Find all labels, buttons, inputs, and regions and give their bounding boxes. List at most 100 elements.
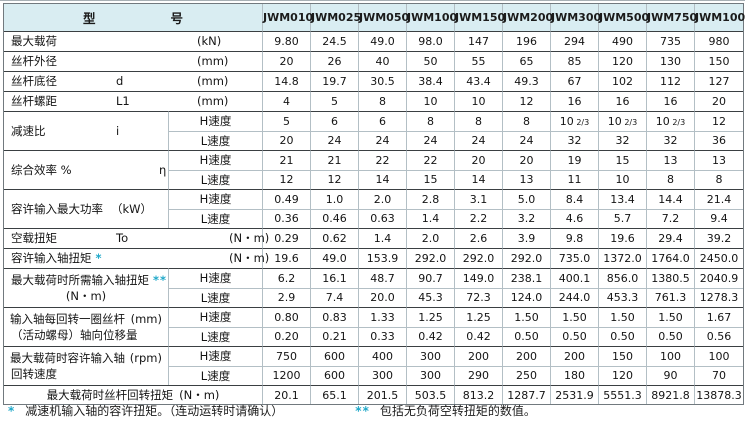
value-cell: 2040.9 [695, 268, 743, 288]
column-header: JWM100 [407, 4, 457, 31]
row-label-cell: 最大载荷时容许输入轴 (rpm) 回转速度 [4, 346, 169, 385]
table-row: 容许输入最大功率 （kW） H速度 0.49 1.0 2.0 2.8 3.1 5.0 8.4 1… [4, 189, 743, 228]
value-cell: 1278.3 [695, 287, 743, 308]
value-cell: 32 [647, 130, 695, 150]
value-cell: 36 [695, 130, 743, 151]
value-cell: 503.5 [407, 385, 455, 404]
table-row: L速度 0.36 0.46 0.63 1.4 2.2 3.2 4.6 5.7 7.2 9.4 [4, 208, 743, 229]
footnote-star-ref: * [95, 251, 103, 265]
value-cell: 5 [311, 91, 359, 111]
model-label-left: 型 [82, 11, 96, 26]
value-cell: 2.2 [455, 208, 503, 228]
value-cell: 856.0 [599, 268, 647, 288]
value-cell: 0.62 [311, 228, 359, 248]
value-cell: 8.4 [551, 189, 599, 209]
value-cell: 1.4 [359, 228, 407, 248]
value-cell: 13.4 [599, 189, 647, 209]
unit-label: (mm) [197, 74, 229, 88]
value-cell: 250 [503, 365, 551, 385]
value-cell: 16 [599, 91, 647, 111]
speed-label: H速度 [169, 346, 263, 366]
unit-label: (rpm) [129, 350, 162, 365]
value-cell: 49.3 [503, 71, 551, 91]
value-cell: 90.7 [407, 268, 455, 288]
value-cell: 7.4 [311, 287, 359, 307]
value-cell: 1.50 [551, 307, 599, 327]
symbol-label: d [116, 74, 124, 88]
row-label-line2: 回转速度 [11, 366, 57, 381]
value-cell: 14 [359, 169, 407, 189]
value-cell: 0.42 [407, 326, 455, 346]
column-header: JWM200 [503, 4, 553, 31]
footnote: * 减速机输入轴的容许扭矩。（连动运转时请确认） [8, 402, 283, 419]
column-header: JWM300 [551, 4, 601, 31]
row-label: 丝杆螺距 [11, 94, 57, 108]
value-cell: 24 [311, 130, 359, 150]
value-cell: 5.7 [599, 208, 647, 228]
value-cell: 127 [695, 71, 743, 91]
value-cell: 55 [455, 51, 503, 71]
value-cell: 8 [695, 169, 743, 190]
value-cell: 22 [407, 150, 455, 170]
value-cell: 72.3 [455, 287, 503, 307]
value-cell: 292.0 [503, 248, 551, 268]
value-cell: 50 [407, 51, 455, 71]
value-cell: 102 [599, 71, 647, 91]
value-cell: 3.9 [503, 228, 551, 248]
value-cell: 0.50 [551, 326, 599, 346]
value-cell: 120 [599, 365, 647, 385]
value-cell: 21 [311, 150, 359, 170]
row-label: 最大载荷时丝杆回转扭矩 [46, 388, 174, 402]
value-cell: 19 [551, 150, 599, 170]
table-row: L速度 1200 600 300 300 290 250 180 120 90 70 [4, 365, 743, 385]
value-cell: 1.50 [599, 307, 647, 327]
value-cell: 65 [503, 51, 551, 71]
speed-label: L速度 [169, 169, 263, 189]
row-label: 减速比 [11, 124, 46, 138]
value-cell: 32 [551, 130, 599, 150]
row-label: 最大载荷 [11, 34, 57, 48]
table-row: 最大载荷时容许输入轴 (rpm) 回转速度 H速度 750 600 400 300 200… [4, 346, 743, 385]
value-cell: 5.0 [503, 189, 551, 209]
row-label: 最大载荷时容许输入轴 (rpm) [10, 350, 162, 365]
value-cell: 201.5 [359, 385, 407, 404]
value-cell: 761.3 [647, 287, 695, 307]
value-cell: 0.50 [599, 326, 647, 346]
value-cell: 150 [695, 51, 743, 71]
value-cell: 200 [503, 346, 551, 366]
value-cell: 9.4 [695, 208, 743, 229]
value-cell: 26 [311, 51, 359, 71]
value-cell: 8 [359, 91, 407, 111]
value-cell: 1.33 [359, 307, 407, 327]
value-cell: 0.46 [311, 208, 359, 228]
value-cell: 200 [551, 346, 599, 366]
value-cell: 5 [263, 111, 311, 131]
value-cell: 8921.8 [647, 385, 695, 404]
speed-label: L速度 [169, 365, 263, 385]
column-header: JWM1000 [695, 4, 745, 31]
footnote-star: * [8, 403, 16, 418]
value-cell: 22 [359, 150, 407, 170]
row-label-cell: 最大载荷时丝杆回转扭矩 (N・m) [4, 385, 263, 404]
unit-label: （kW） [111, 202, 153, 216]
column-header: JWM500 [599, 4, 649, 31]
speed-label: H速度 [169, 189, 263, 209]
value-cell: 24 [503, 130, 551, 150]
value-cell: 85 [551, 51, 599, 71]
value-cell: 0.21 [311, 326, 359, 346]
value-cell: 32 [599, 130, 647, 150]
value-cell: 4 [263, 91, 311, 111]
value-cell: 10 2/3 [647, 111, 695, 131]
value-cell: 29.4 [647, 228, 695, 248]
unit-label: (kN) [197, 34, 222, 48]
value-cell: 0.29 [263, 228, 311, 248]
row-label-cell: 综合效率 % η [4, 150, 169, 189]
row-label: 输入轴每回转一圈丝杆 (mm) [10, 311, 162, 326]
unit-label: (N・m) [229, 231, 270, 245]
speed-label: L速度 [169, 208, 263, 228]
value-cell: 21.4 [695, 189, 743, 209]
symbol-label: i [116, 124, 120, 138]
footnote-star: ** [355, 403, 370, 418]
value-cell: 20.0 [359, 287, 407, 307]
row-label: 容许输入最大功率 （kW） [11, 202, 153, 216]
